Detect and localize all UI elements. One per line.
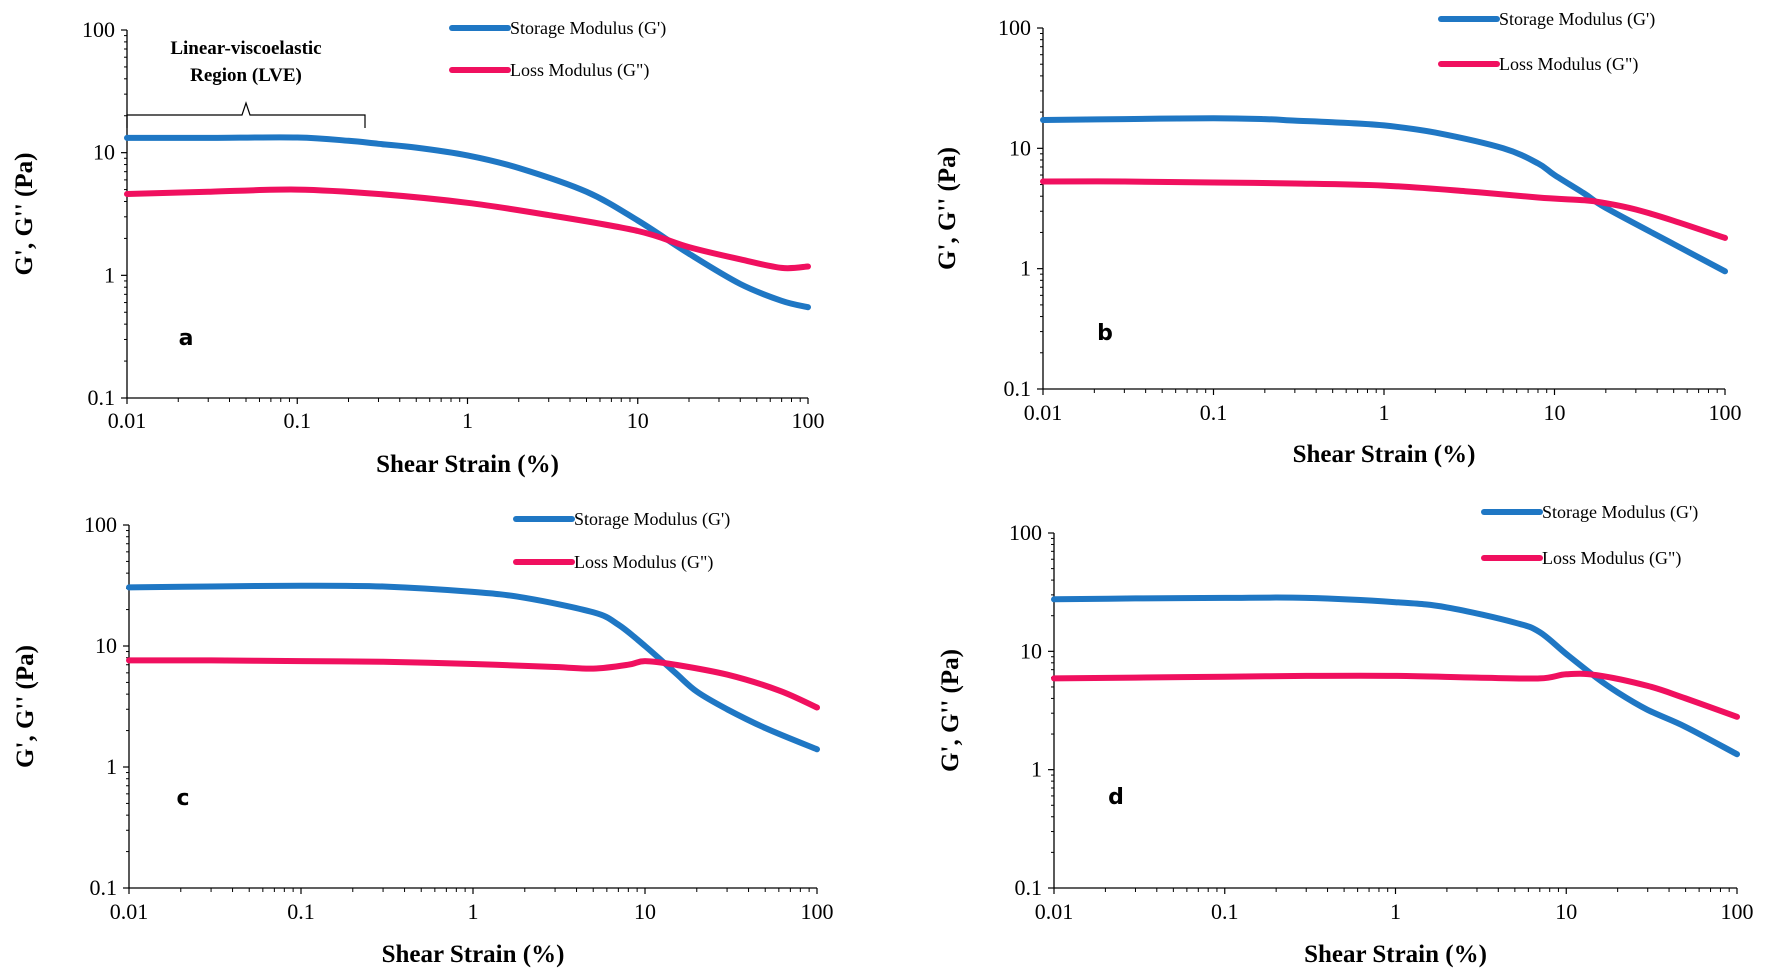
panel-letter: a — [179, 326, 194, 351]
y-tick-label: 10 — [1020, 638, 1042, 663]
x-tick-label: 0.1 — [284, 408, 312, 433]
y-tick-label: 10 — [95, 633, 117, 658]
x-axis-title: Shear Strain (%) — [1304, 941, 1487, 968]
legend-label: Loss Modulus (G") — [1542, 548, 1681, 569]
series-line-storage-modulus — [124, 134, 811, 311]
panel-letter: c — [176, 786, 189, 811]
legend-label: Storage Modulus (G') — [1499, 9, 1655, 30]
y-tick-label: 0.1 — [1015, 875, 1043, 900]
y-tick-label: 0.1 — [1004, 376, 1032, 401]
x-tick-label: 100 — [1721, 899, 1754, 924]
legend-label: Storage Modulus (G') — [574, 509, 730, 530]
x-tick-label: 100 — [801, 899, 834, 924]
x-tick-label: 10 — [627, 408, 649, 433]
series-line-storage-modulus — [1051, 594, 1740, 758]
lve-bracket — [126, 101, 366, 128]
y-tick-label: 0.1 — [88, 385, 116, 410]
series-line-storage-modulus — [126, 582, 820, 753]
y-axis-title: G', G'' (Pa) — [11, 153, 38, 276]
x-tick-label: 0.1 — [287, 899, 315, 924]
x-tick-label: 0.01 — [108, 408, 147, 433]
y-tick-label: 1 — [106, 754, 117, 779]
x-tick-label: 100 — [1709, 400, 1742, 425]
y-tick-label: 100 — [82, 17, 115, 42]
y-tick-label: 100 — [1009, 520, 1042, 545]
y-axis-title: G', G'' (Pa) — [934, 147, 961, 270]
y-tick-label: 100 — [84, 512, 117, 537]
x-tick-label: 0.01 — [1035, 899, 1074, 924]
x-tick-label: 0.1 — [1211, 899, 1239, 924]
series-line-loss-modulus — [1051, 670, 1740, 720]
panel-letter: b — [1097, 321, 1113, 346]
y-tick-label: 10 — [93, 140, 115, 165]
x-tick-label: 1 — [462, 408, 473, 433]
panel-letter: d — [1108, 785, 1124, 810]
y-tick-label: 1 — [1020, 256, 1031, 281]
y-tick-label: 100 — [998, 15, 1031, 40]
x-axis-title: Shear Strain (%) — [382, 941, 565, 968]
y-tick-label: 1 — [1031, 757, 1042, 782]
x-tick-label: 0.1 — [1200, 400, 1228, 425]
y-tick-label: 0.1 — [90, 875, 118, 900]
x-tick-label: 0.01 — [110, 899, 149, 924]
x-tick-label: 1 — [468, 899, 479, 924]
x-tick-label: 1 — [1390, 899, 1401, 924]
x-axis-title: Shear Strain (%) — [376, 451, 559, 478]
y-tick-label: 1 — [104, 262, 115, 287]
y-axis-title: G', G'' (Pa) — [937, 649, 964, 772]
series-line-storage-modulus — [1040, 115, 1728, 275]
x-axis-title: Shear Strain (%) — [1293, 441, 1476, 468]
series-line-loss-modulus — [126, 657, 820, 711]
legend-label: Loss Modulus (G") — [510, 60, 649, 81]
lve-label-line1: Linear-viscoelastic — [170, 38, 321, 59]
x-tick-label: 10 — [634, 899, 656, 924]
x-tick-label: 10 — [1544, 400, 1566, 425]
x-tick-label: 100 — [792, 408, 825, 433]
y-axis-title: G', G'' (Pa) — [12, 645, 39, 768]
x-tick-label: 0.01 — [1024, 400, 1063, 425]
series-line-loss-modulus — [124, 186, 811, 272]
legend-label: Storage Modulus (G') — [1542, 502, 1698, 523]
y-tick-label: 10 — [1009, 135, 1031, 160]
x-tick-label: 10 — [1555, 899, 1577, 924]
lve-label-line2: Region (LVE) — [190, 65, 302, 86]
legend-label: Storage Modulus (G') — [510, 18, 666, 39]
series-line-loss-modulus — [1040, 178, 1728, 241]
legend-label: Loss Modulus (G") — [574, 552, 713, 573]
x-tick-label: 1 — [1379, 400, 1390, 425]
legend-label: Loss Modulus (G") — [1499, 54, 1638, 75]
